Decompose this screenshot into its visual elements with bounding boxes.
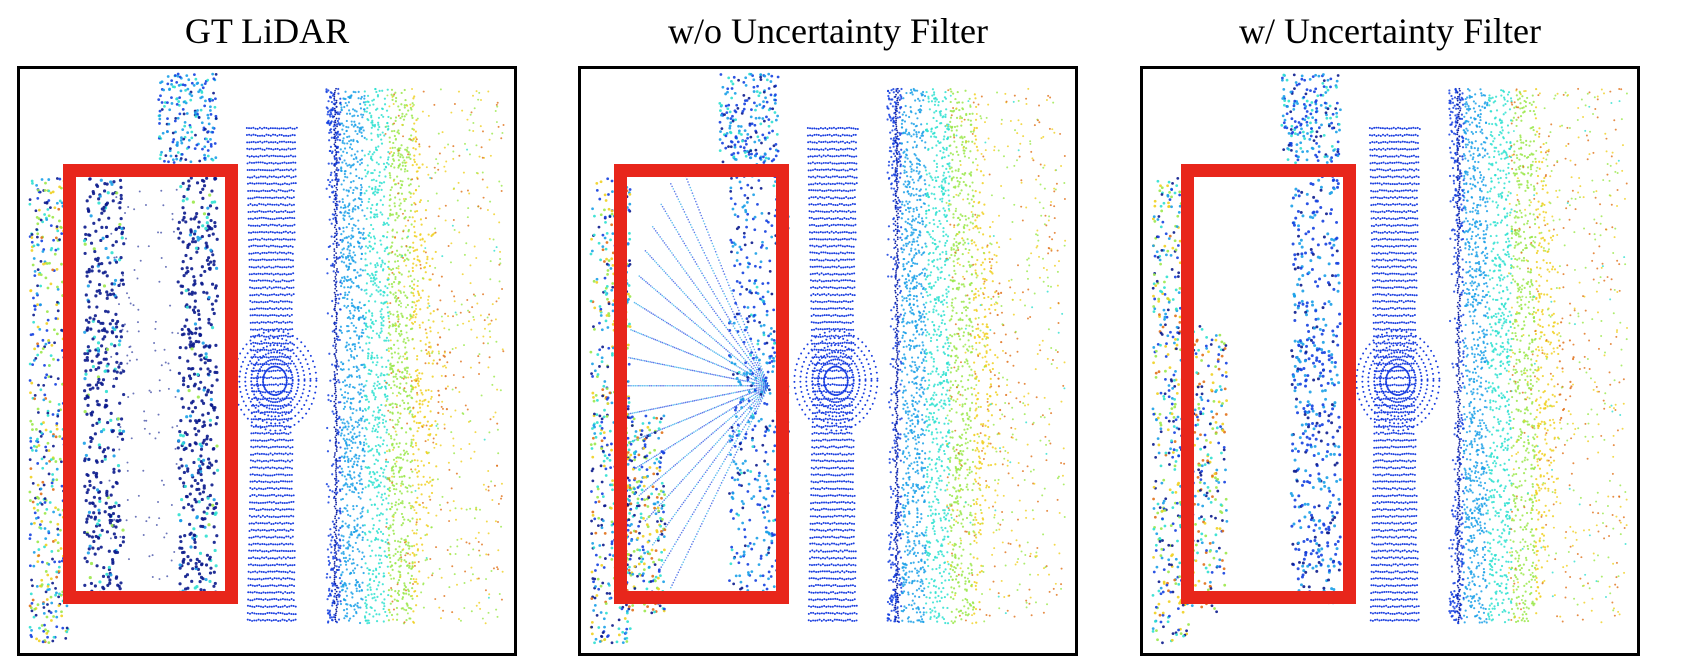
panel-title-wo: w/o Uncertainty Filter — [578, 6, 1078, 56]
point-cloud-w — [1151, 73, 1629, 645]
panel-title-gt: GT LiDAR — [17, 6, 517, 56]
highlight-box — [63, 164, 238, 604]
highlight-box — [1181, 164, 1356, 604]
point-cloud-panel-w — [1140, 66, 1640, 656]
highlight-box — [614, 164, 789, 604]
point-cloud-panel-wo — [578, 66, 1078, 656]
point-cloud-panel-gt — [17, 66, 517, 656]
panel-title-w: w/ Uncertainty Filter — [1140, 6, 1640, 56]
